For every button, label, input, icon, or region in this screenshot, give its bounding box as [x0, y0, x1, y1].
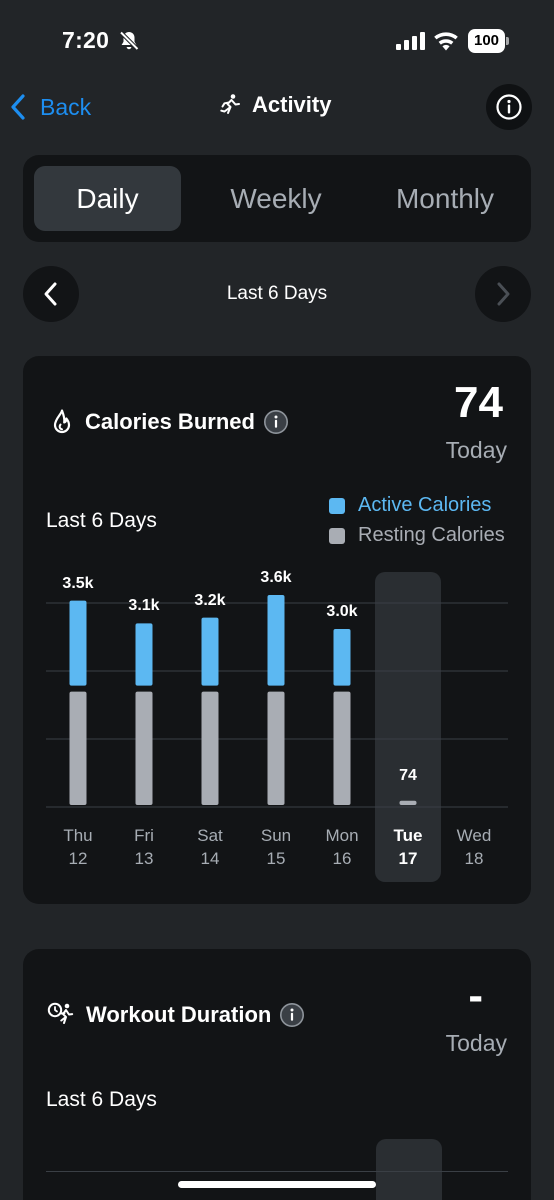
day-name: Thu	[63, 826, 93, 845]
page-title-text: Activity	[252, 92, 332, 117]
battery-level: 100	[468, 29, 505, 53]
battery-icon: 100	[468, 29, 510, 53]
info-icon	[496, 94, 522, 120]
workout-title-text: Workout Duration	[86, 1002, 272, 1027]
chart-canvas	[46, 572, 508, 882]
date-range-label: Last 6 Days	[226, 283, 328, 304]
home-indicator	[178, 1181, 376, 1188]
tab-weekly[interactable]: Weekly	[230, 182, 322, 214]
bar-total-label: 3.0k	[326, 603, 358, 620]
bar-active-calories[interactable]	[69, 600, 87, 686]
bar-total-label: 3.5k	[62, 574, 94, 592]
signal-icon	[396, 32, 425, 50]
calories-today-label: Today	[445, 437, 507, 463]
previous-period-button[interactable]	[23, 266, 79, 322]
info-icon[interactable]	[263, 409, 289, 435]
x-axis-day-label[interactable]: Mon 16	[312, 824, 372, 870]
bar-total-label: 3.6k	[260, 569, 292, 586]
calories-card-title: Calories Burned	[50, 408, 289, 436]
chevron-left-icon	[11, 94, 25, 120]
workout-card[interactable]: Workout Duration - Today Last 6 Days	[23, 949, 531, 1200]
page-title: Activity	[218, 92, 331, 118]
bar-active-calories[interactable]	[267, 595, 285, 686]
bar-total-label: 74	[399, 766, 417, 784]
flame-icon	[53, 409, 71, 434]
bell-slash-icon	[119, 31, 139, 51]
legend-active-swatch	[329, 497, 345, 514]
x-axis-day-label[interactable]: Sun 15	[246, 824, 306, 870]
day-name: Tue	[393, 826, 423, 845]
stopwatch-running-icon	[47, 1002, 74, 1024]
calories-chart: 3.5k 3.1k 3.2k 3.6k 3.0k 74 Thu 12 Fri 13 Sat 14 Sun…	[23, 356, 531, 904]
x-axis-day-label[interactable]: Fri 13	[114, 824, 174, 870]
calories-title-text: Calories Burned	[85, 409, 255, 434]
tab-daily[interactable]: Daily	[34, 166, 181, 231]
x-axis-day-label[interactable]: Thu 12	[48, 824, 108, 870]
bar-total-label: 3.1k	[128, 597, 160, 615]
day-name: Mon	[325, 826, 359, 845]
day-date: 15	[266, 849, 286, 868]
workout-card-title: Workout Duration	[47, 1001, 305, 1029]
day-date: 14	[200, 849, 220, 868]
bar-active-calories[interactable]	[135, 623, 153, 686]
day-date: 18	[464, 849, 484, 868]
tab-monthly[interactable]: Monthly	[395, 182, 495, 214]
legend-resting-swatch	[329, 527, 345, 544]
workout-gridline	[46, 1171, 508, 1172]
x-axis-day-label[interactable]: Sat 14	[180, 824, 240, 870]
back-button[interactable]: Back	[10, 90, 91, 124]
chevron-right-icon	[497, 282, 510, 306]
wifi-icon	[434, 32, 458, 51]
selected-day-highlight	[375, 572, 441, 882]
day-date: 12	[68, 849, 88, 868]
bar-resting-calories[interactable]	[399, 800, 417, 805]
info-icon[interactable]	[279, 1002, 305, 1028]
day-name: Fri	[134, 826, 154, 845]
legend-resting: Resting Calories	[329, 524, 505, 547]
chevron-left-icon	[44, 282, 57, 306]
bar-active-calories[interactable]	[201, 617, 219, 686]
workout-range-label: Last 6 Days	[46, 1088, 157, 1111]
calories-today-value: 74	[454, 378, 503, 427]
day-name: Sat	[197, 826, 223, 845]
x-axis-day-label[interactable]: Wed 18	[444, 824, 504, 870]
workout-selected-day-highlight	[376, 1139, 442, 1200]
back-label: Back	[40, 93, 92, 120]
info-button[interactable]	[486, 84, 532, 130]
legend-active: Active Calories	[329, 494, 491, 517]
status-time: 7:20	[62, 27, 110, 53]
bar-resting-calories[interactable]	[201, 691, 219, 805]
day-date: 13	[134, 849, 154, 868]
workout-today-value: -	[468, 971, 483, 1020]
running-person-icon	[220, 94, 240, 114]
bar-active-calories[interactable]	[333, 629, 351, 686]
x-axis-day-label[interactable]: Tue 17	[378, 824, 438, 870]
bar-resting-calories[interactable]	[333, 691, 351, 805]
day-date: 16	[332, 849, 352, 868]
day-date: 17	[398, 849, 418, 868]
day-name: Wed	[456, 826, 492, 845]
workout-today-label: Today	[445, 1030, 507, 1056]
period-segmented-control: Daily Weekly Monthly	[23, 155, 531, 242]
bar-total-label: 3.2k	[194, 591, 226, 609]
bar-resting-calories[interactable]	[69, 691, 87, 805]
legend-resting-label: Resting Calories	[358, 524, 505, 546]
day-name: Sun	[260, 826, 292, 845]
legend-active-label: Active Calories	[358, 494, 492, 516]
calories-card[interactable]: Calories Burned 74 Today Last 6 Days Act…	[23, 356, 531, 904]
bar-resting-calories[interactable]	[135, 691, 153, 805]
bar-resting-calories[interactable]	[267, 691, 285, 805]
calories-range-label: Last 6 Days	[46, 509, 157, 532]
next-period-button[interactable]	[475, 266, 531, 322]
